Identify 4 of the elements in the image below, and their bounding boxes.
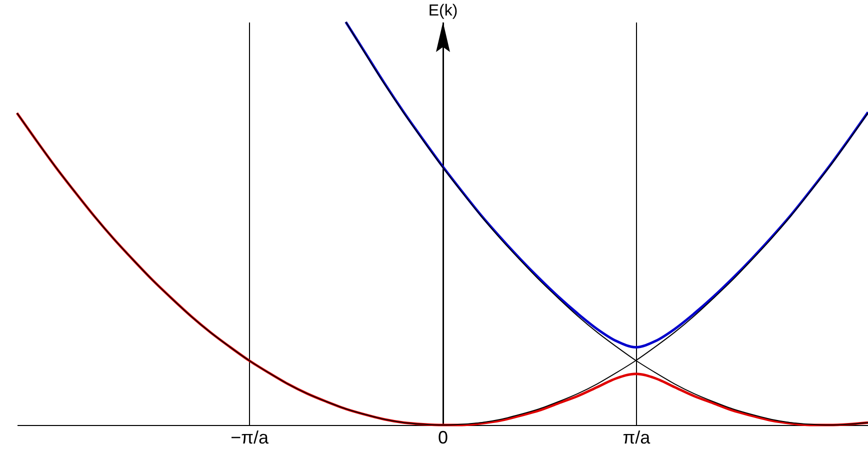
y-axis-title: E(k) (428, 2, 458, 20)
x-tick-label: −π/a (230, 428, 270, 448)
x-tick-label: 0 (438, 428, 448, 448)
x-tick-label: π/a (622, 428, 652, 448)
